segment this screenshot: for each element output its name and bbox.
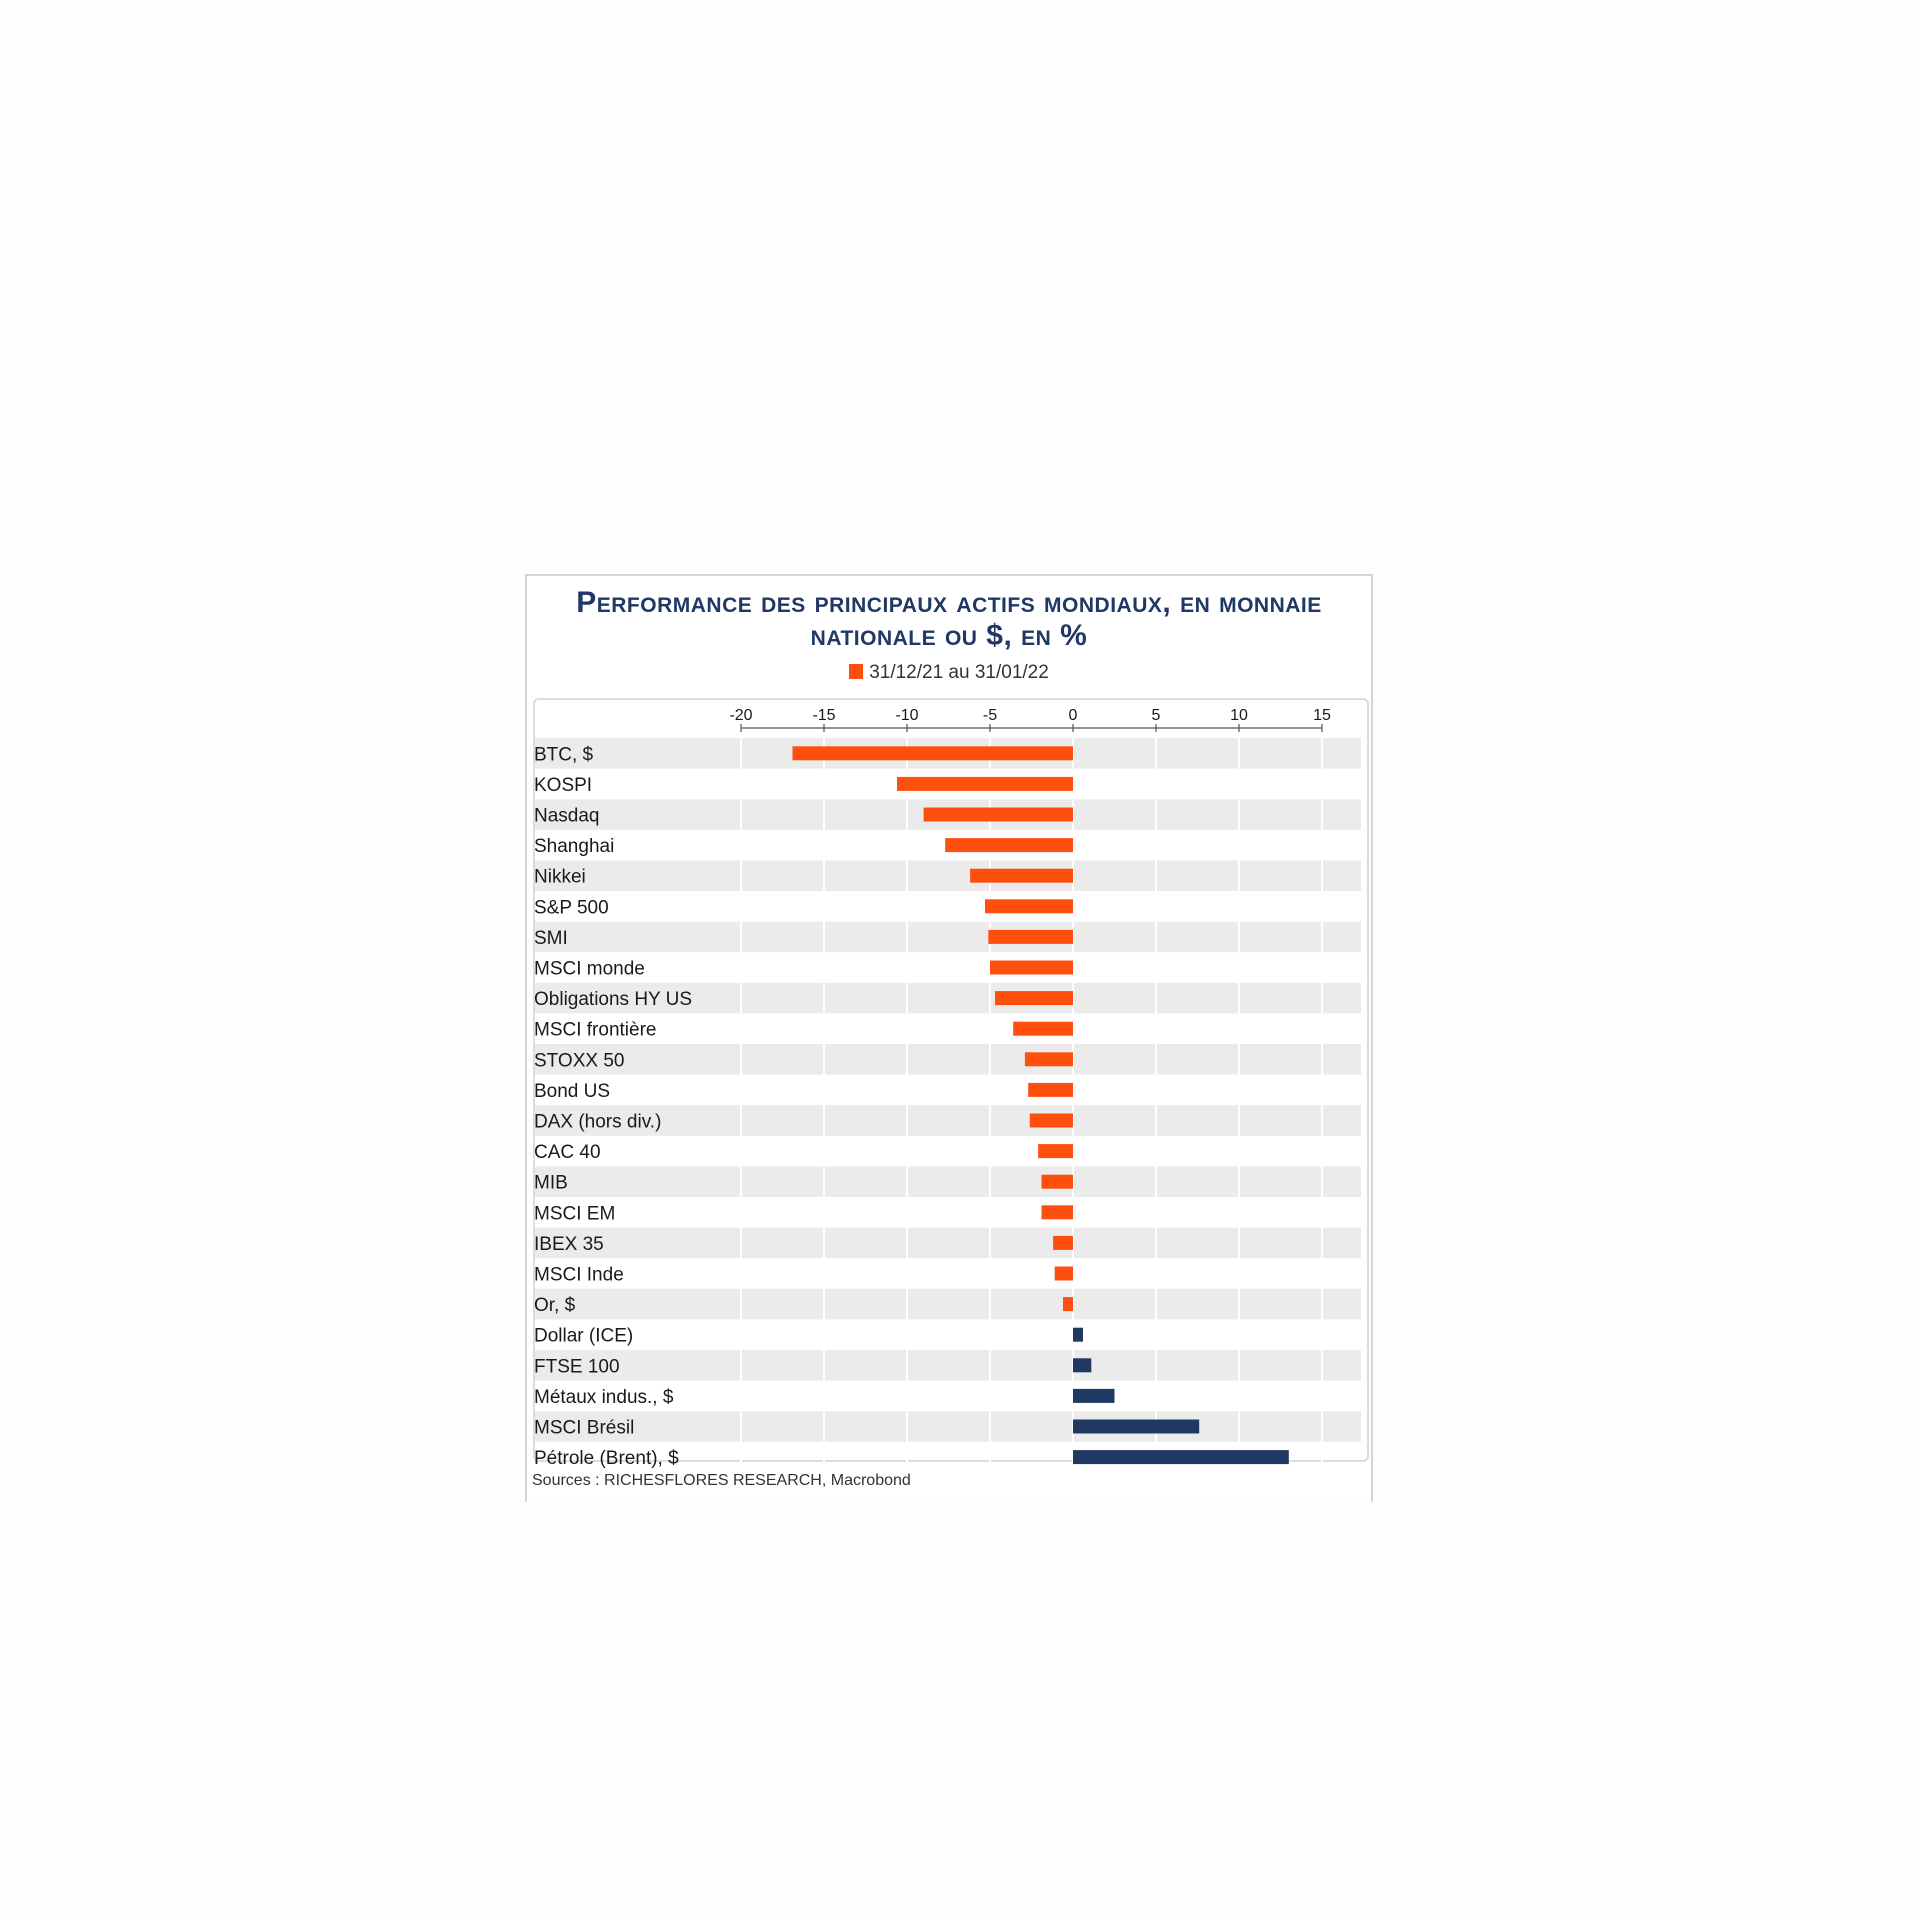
x-tick-label: 5 — [1152, 707, 1161, 724]
x-tick-label: 0 — [1069, 707, 1078, 724]
category-label: FTSE 100 — [534, 1356, 620, 1377]
bar — [1053, 1235, 1073, 1250]
category-label: Nasdaq — [534, 806, 600, 827]
x-tick-label: -15 — [812, 707, 835, 724]
category-label: MSCI monde — [534, 959, 645, 980]
chart-figure: Performance des principaux actifs mondia… — [525, 574, 1373, 1502]
category-label: Or, $ — [534, 1295, 576, 1316]
category-label: MSCI EM — [534, 1203, 615, 1224]
bar — [990, 960, 1073, 975]
source-note: Sources : RICHESFLORES RESEARCH, Macrobo… — [532, 1472, 911, 1489]
bar — [945, 838, 1073, 853]
row-band — [535, 1105, 1361, 1136]
category-label: MIB — [534, 1173, 568, 1194]
x-tick-label: 15 — [1313, 707, 1331, 724]
plot-frame — [533, 698, 1369, 1462]
bar — [1073, 1358, 1092, 1373]
bar — [1041, 1205, 1073, 1220]
row-band — [535, 1288, 1361, 1320]
category-label: Nikkei — [534, 867, 586, 888]
category-label: MSCI frontière — [534, 1020, 656, 1041]
row-band — [535, 860, 1361, 891]
bar — [1028, 1082, 1073, 1097]
row-band — [535, 1411, 1361, 1442]
category-label: IBEX 35 — [534, 1234, 604, 1255]
bar-chart: -20 -15 -10 -5 0 5 10 15 BTC, $ KOSPI Nasdaq Shangh… — [534, 707, 1361, 1473]
x-tick-label: -5 — [983, 707, 997, 724]
bar — [988, 929, 1073, 944]
category-label: Métaux indus., $ — [534, 1387, 674, 1408]
category-label: Shanghai — [534, 836, 614, 857]
x-tick-label: -20 — [729, 707, 752, 724]
bar — [970, 868, 1073, 883]
row-band — [535, 921, 1361, 953]
bar — [1041, 1174, 1073, 1189]
bar — [1063, 1297, 1073, 1312]
legend: 31/12/21 au 31/01/22 — [527, 662, 1371, 684]
x-tick-label: -10 — [895, 707, 918, 724]
x-tick-label: 10 — [1230, 707, 1248, 724]
legend-label: 31/12/21 au 31/01/22 — [869, 662, 1049, 683]
bar — [1073, 1327, 1083, 1342]
bar — [1073, 1450, 1289, 1465]
category-label: BTC, $ — [534, 744, 594, 765]
category-label: Dollar (ICE) — [534, 1326, 633, 1347]
bar — [1038, 1144, 1073, 1159]
row-band — [535, 1227, 1361, 1259]
category-label: KOSPI — [534, 775, 592, 796]
row-band — [535, 1166, 1361, 1197]
bar — [1073, 1419, 1200, 1434]
bar — [1024, 1052, 1073, 1067]
bar — [1029, 1113, 1073, 1128]
category-label: MSCI Inde — [534, 1265, 624, 1286]
bar — [1013, 1021, 1073, 1036]
category-label: MSCI Brésil — [534, 1418, 634, 1439]
bar — [897, 776, 1073, 791]
chart-title: Performance des principaux actifs mondia… — [576, 586, 1322, 652]
category-label: Obligations HY US — [534, 989, 692, 1010]
category-label: Bond US — [534, 1081, 610, 1102]
bar — [923, 807, 1073, 822]
row-band — [535, 1350, 1361, 1381]
row-band — [535, 1044, 1361, 1075]
bar — [792, 746, 1073, 761]
category-label: Pétrole (Brent), $ — [534, 1448, 679, 1469]
category-label: S&P 500 — [534, 897, 609, 918]
category-label: CAC 40 — [534, 1142, 601, 1163]
bar — [1054, 1266, 1073, 1281]
bar — [995, 991, 1073, 1006]
category-label: DAX (hors div.) — [534, 1112, 661, 1133]
category-label: SMI — [534, 928, 568, 949]
bar — [1073, 1388, 1115, 1403]
bar — [985, 899, 1073, 914]
row-band — [535, 982, 1361, 1014]
legend-swatch — [849, 664, 864, 679]
category-label: STOXX 50 — [534, 1050, 624, 1071]
